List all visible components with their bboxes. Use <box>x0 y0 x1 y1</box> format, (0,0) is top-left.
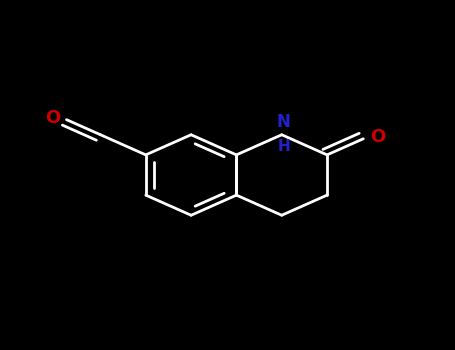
Text: O: O <box>369 128 385 146</box>
Text: N: N <box>277 113 290 131</box>
Text: O: O <box>45 109 60 127</box>
Text: H: H <box>277 139 290 154</box>
